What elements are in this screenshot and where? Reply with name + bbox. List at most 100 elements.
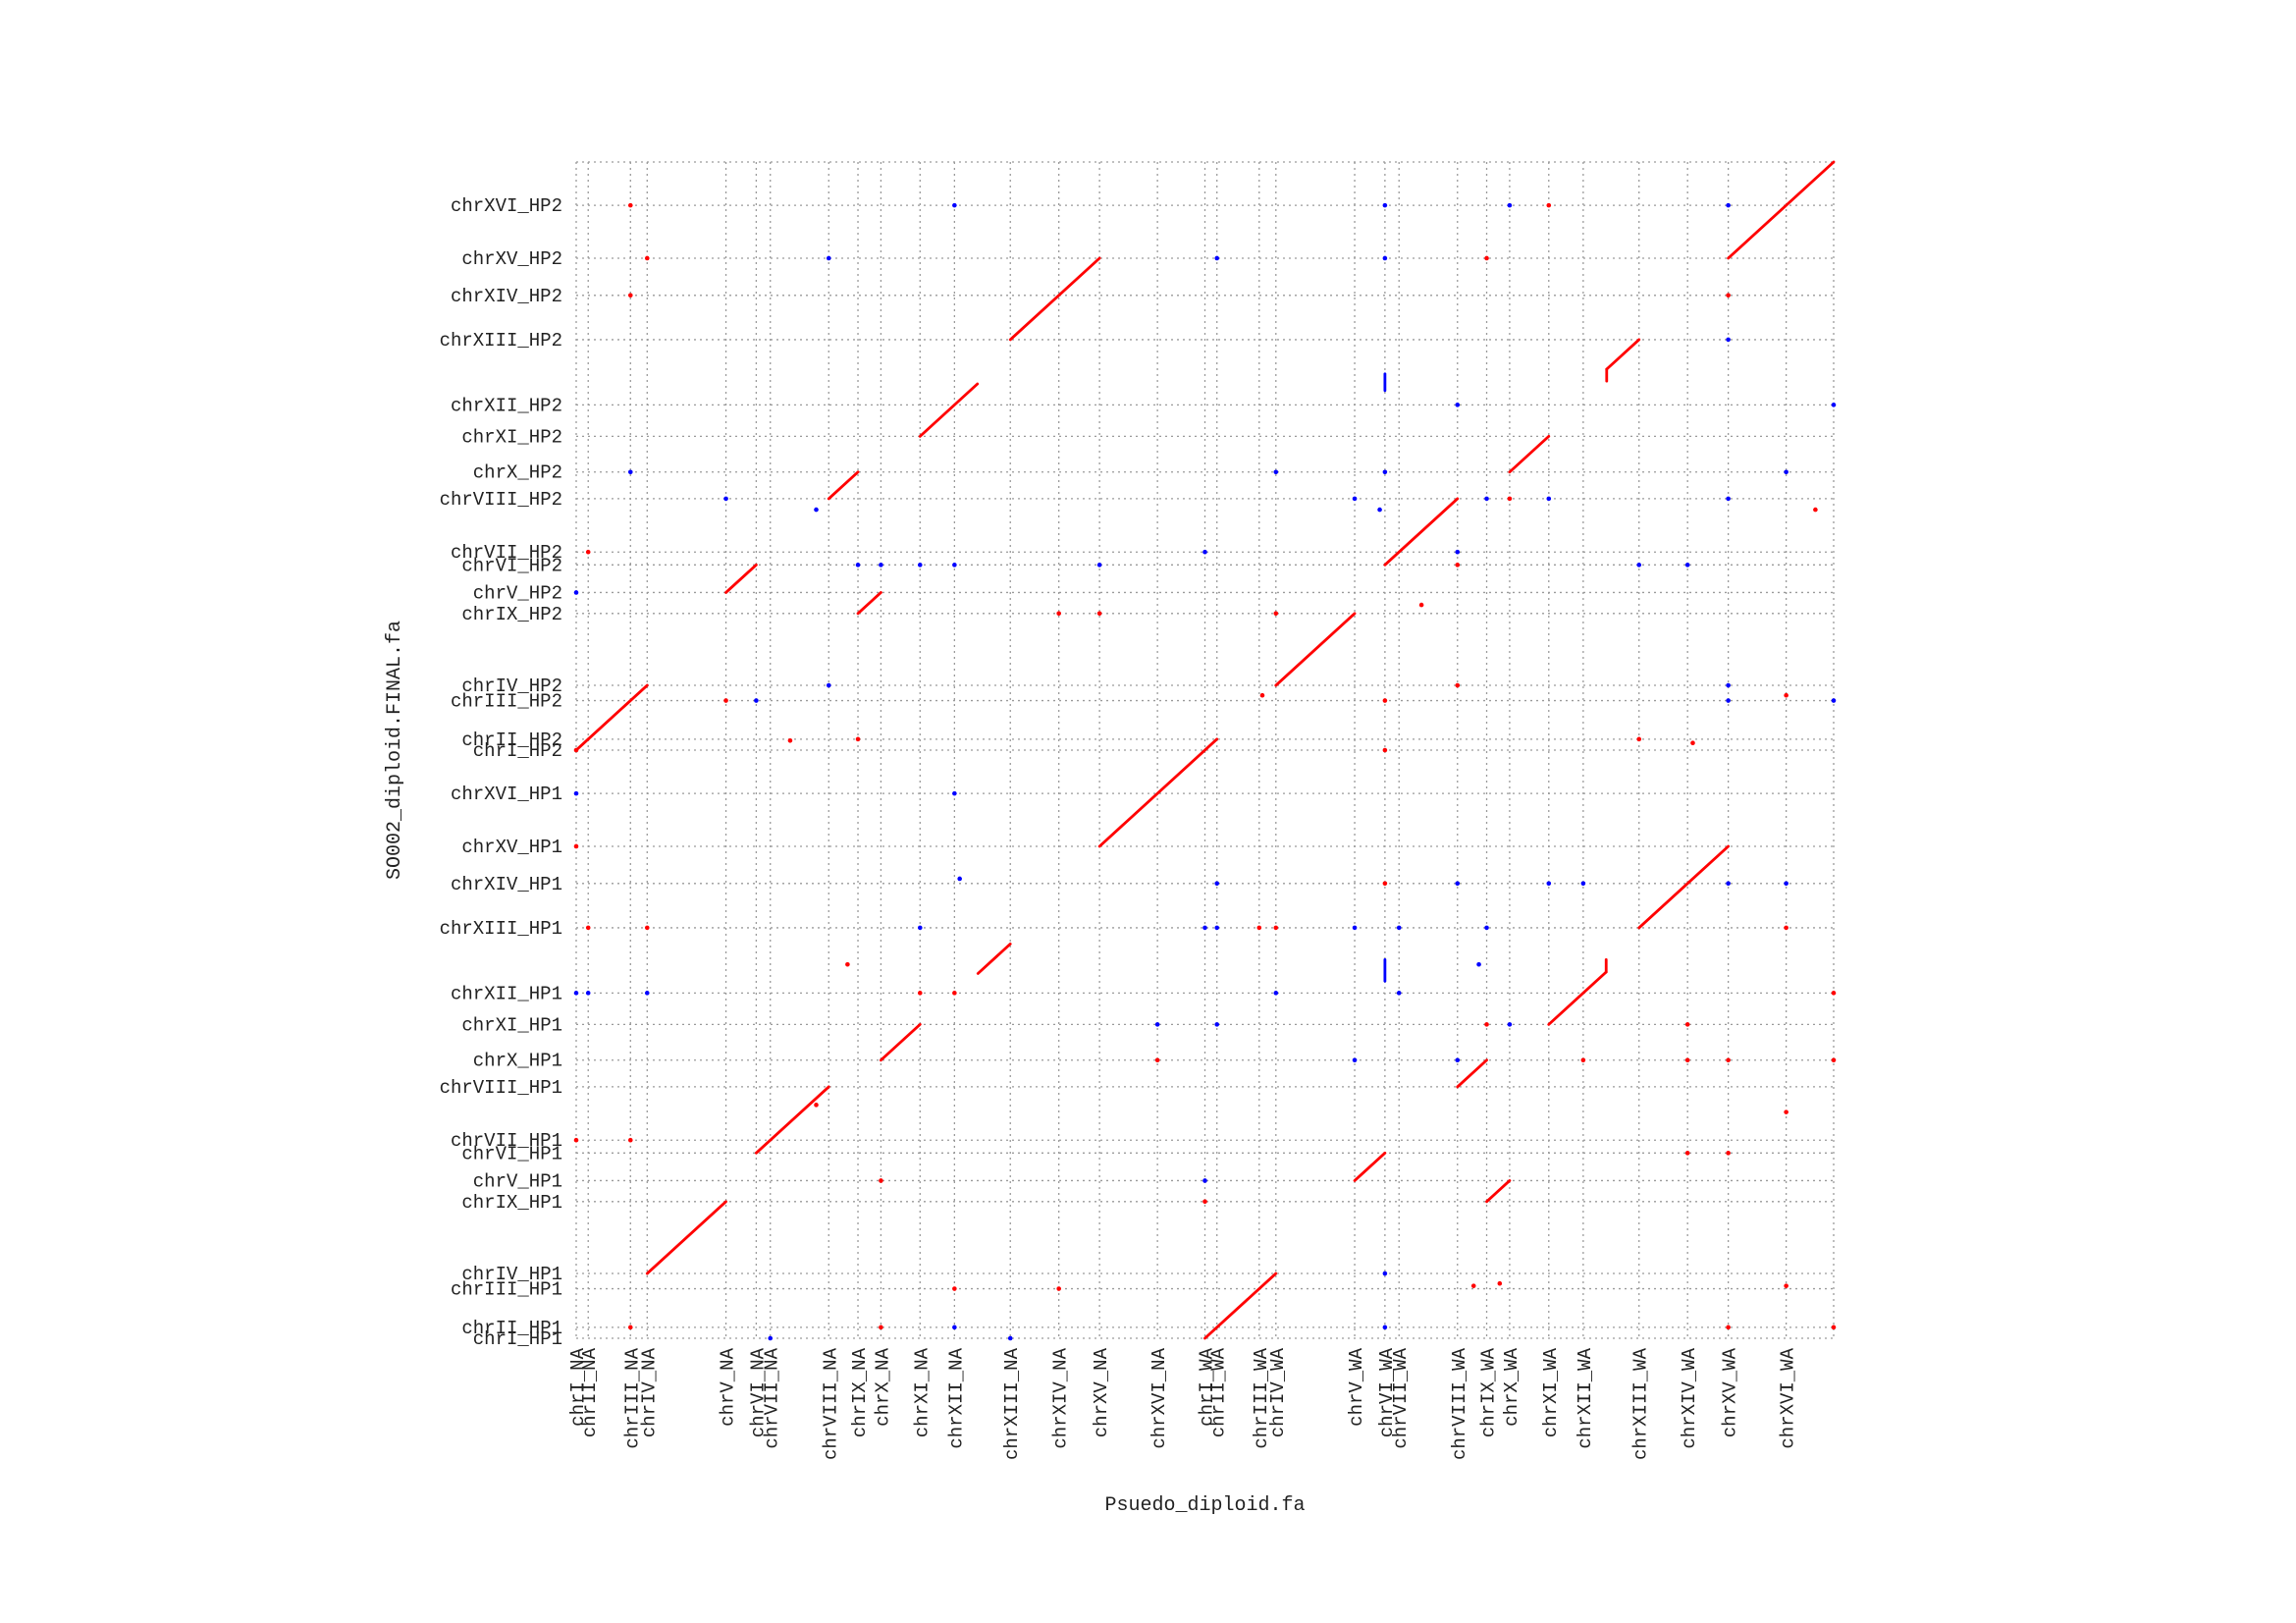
y-tick-label: chrIV_HP2 [461, 676, 562, 697]
x-tick-label: chrIV_WA [1267, 1347, 1289, 1437]
x-tick-label: chrI_NA [567, 1347, 589, 1426]
alignment-segment-1 [586, 683, 649, 741]
y-tick-label: chrIII_HP1 [451, 1279, 562, 1301]
alignment-point-39 [1684, 563, 1690, 568]
alignment-point-55 [787, 737, 793, 743]
alignment-point-123 [1382, 1325, 1388, 1330]
alignment-point-34 [917, 563, 923, 568]
x-tick-label: chrXV_NA [1091, 1347, 1112, 1437]
alignment-segment-24 [1727, 160, 1836, 260]
alignment-point-16 [627, 469, 633, 475]
alignment-segment-12 [1203, 1271, 1278, 1340]
x-tick-label: chrXI_NA [911, 1347, 933, 1437]
x-tick-label: chrXIV_NA [1050, 1347, 1072, 1448]
alignment-point-118 [1497, 1280, 1503, 1286]
alignment-segment-23 [1637, 844, 1731, 930]
alignment-segment-15 [1383, 497, 1460, 567]
x-tick-label: chrV_NA [718, 1347, 739, 1426]
alignment-point-88 [917, 991, 923, 996]
alignment-point-74 [917, 925, 923, 931]
y-tick-label: chrVII_HP1 [451, 1130, 562, 1152]
alignment-point-10 [1484, 255, 1489, 261]
alignment-segment-0 [574, 737, 590, 752]
alignment-point-40 [573, 590, 579, 595]
alignment-point-48 [723, 698, 728, 703]
alignment-point-81 [1484, 925, 1489, 931]
alignment-point-116 [1056, 1286, 1061, 1291]
y-tick-label: chrX_HP2 [473, 462, 562, 484]
x-tick-label: chrII_WA [1208, 1347, 1230, 1437]
alignment-point-61 [573, 790, 579, 796]
alignment-point-51 [1382, 698, 1388, 703]
x-tick-label: chrIV_NA [638, 1347, 660, 1437]
alignment-point-89 [952, 991, 957, 996]
alignment-marks [573, 160, 1837, 1341]
x-tick-label: chrVI_NA [747, 1347, 769, 1437]
alignment-point-98 [1154, 1057, 1160, 1063]
alignment-point-13 [1726, 337, 1731, 343]
alignment-segment-14 [1353, 1151, 1387, 1182]
alignment-point-7 [826, 255, 831, 261]
alignment-point-78 [1273, 925, 1279, 931]
alignment-point-69 [1580, 881, 1586, 887]
alignment-point-76 [1214, 925, 1220, 931]
y-tick-label: chrVI_HP2 [461, 555, 562, 576]
y-tick-label: chrI_HP2 [473, 740, 562, 762]
alignment-segment-13 [1274, 612, 1357, 687]
alignment-segment-21 [1605, 338, 1641, 371]
alignment-point-102 [1684, 1057, 1690, 1063]
alignment-segment-17 [1485, 1179, 1512, 1204]
x-tick-label: chrIII_NA [621, 1347, 643, 1448]
alignment-point-6 [644, 255, 650, 261]
alignment-point-62 [952, 790, 957, 796]
alignment-point-56 [855, 736, 861, 742]
x-tick-label: chrXII_NA [945, 1347, 967, 1448]
alignment-point-114 [1382, 1271, 1388, 1276]
alignment-segment-10 [1008, 256, 1101, 342]
alignment-point-36 [1096, 563, 1102, 568]
alignment-point-75 [1202, 925, 1207, 931]
alignment-point-42 [1056, 611, 1061, 617]
alignment-point-27 [1726, 496, 1731, 502]
x-axis-title: Psuedo_diploid.fa [1104, 1494, 1305, 1517]
x-tick-label: chrXIV_WA [1679, 1347, 1700, 1448]
alignment-point-45 [826, 682, 831, 688]
alignment-point-43 [1096, 611, 1102, 617]
grid-lines [575, 161, 1835, 1339]
y-tick-label: chrI_HP1 [473, 1328, 562, 1350]
y-tick-label: chrVIII_HP1 [440, 1077, 562, 1099]
alignment-point-8 [1214, 255, 1220, 261]
y-tick-label: chrX_HP1 [473, 1051, 562, 1072]
y-tick-label: chrXII_HP2 [451, 395, 562, 416]
alignment-point-100 [1455, 1057, 1461, 1063]
x-tick-label: chrX_WA [1501, 1347, 1522, 1426]
y-tick-label: chrXV_HP1 [461, 837, 562, 858]
alignment-point-28 [1813, 507, 1818, 513]
alignment-point-14 [1455, 403, 1461, 407]
alignment-point-124 [1726, 1325, 1731, 1330]
alignment-point-84 [1476, 961, 1481, 967]
alignment-point-73 [644, 925, 650, 931]
alignment-point-97 [1684, 1022, 1690, 1027]
alignment-point-46 [1455, 682, 1461, 688]
x-tick-label: chrIX_WA [1478, 1347, 1500, 1437]
alignment-point-30 [1202, 549, 1207, 555]
alignment-point-101 [1580, 1057, 1586, 1063]
alignment-point-23 [1377, 507, 1382, 513]
alignment-point-113 [1202, 1199, 1207, 1205]
alignment-point-82 [1784, 925, 1789, 931]
alignment-point-1 [952, 202, 957, 208]
alignment-point-11 [627, 293, 633, 298]
alignment-point-33 [879, 563, 883, 568]
alignment-point-122 [952, 1325, 957, 1330]
alignment-point-125 [1831, 1325, 1837, 1330]
alignment-point-35 [952, 563, 957, 568]
alignment-point-66 [1382, 881, 1388, 887]
alignment-segment-18 [1508, 434, 1551, 474]
alignment-point-85 [573, 991, 579, 996]
alignment-point-83 [845, 961, 850, 967]
alignment-point-107 [627, 1137, 633, 1143]
